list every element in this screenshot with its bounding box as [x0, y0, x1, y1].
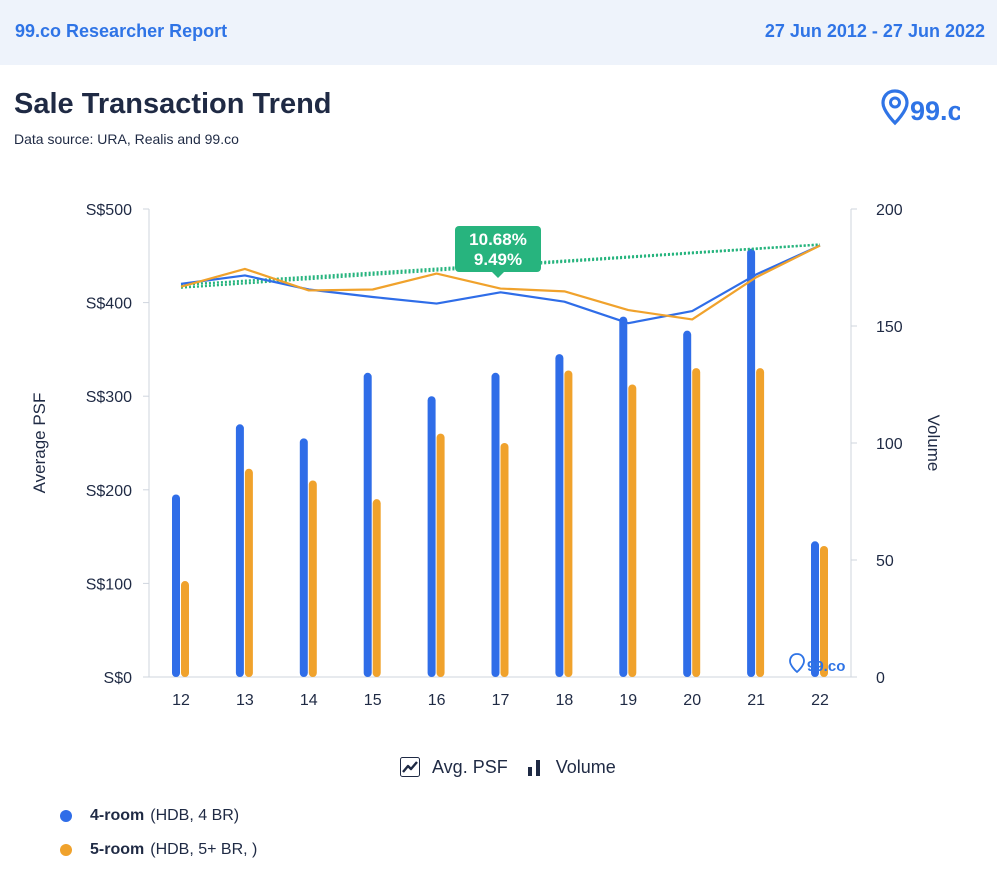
left-tick-label: S$0 [104, 670, 133, 687]
right-tick-label: 50 [876, 553, 894, 570]
volume-bar-4-room[interactable] [555, 354, 564, 677]
report-header-bar: 99.co Researcher Report 27 Jun 2012 - 27… [0, 0, 997, 65]
x-tick-label: 19 [619, 692, 637, 709]
volume-bar-5-room[interactable] [244, 468, 253, 677]
volume-bar-4-room[interactable] [619, 316, 628, 677]
volume-bar-4-room[interactable] [172, 494, 180, 677]
series-dot-4room [60, 810, 72, 822]
volume-bar-4-room[interactable] [363, 372, 372, 677]
growth-annotation-badge: 10.68%9.49% [455, 226, 541, 278]
bar-chart-icon [527, 760, 540, 776]
left-tick-label: S$400 [86, 296, 132, 313]
volume-bar-5-room[interactable] [628, 384, 637, 678]
volume-bar-5-room[interactable] [436, 433, 445, 677]
series-detail-4room: (HDB, 4 BR) [150, 807, 240, 824]
x-tick-label: 15 [364, 692, 382, 709]
x-tick-label: 22 [811, 692, 829, 709]
volume-bar-4-room[interactable] [299, 438, 308, 677]
right-tick-label: 200 [876, 202, 903, 219]
volume-bar-4-room[interactable] [683, 330, 692, 677]
x-tick-label: 16 [428, 692, 446, 709]
legend-volume[interactable]: Volume [526, 757, 616, 778]
annotation-value: 10.68% [469, 230, 527, 249]
x-tick-label: 17 [492, 692, 510, 709]
left-tick-label: S$500 [86, 202, 132, 219]
x-tick-label: 14 [300, 692, 318, 709]
series-legend-4room[interactable]: 4-room (HDB, 4 BR) [60, 807, 239, 825]
x-tick-label: 18 [556, 692, 574, 709]
volume-bar-5-room[interactable] [372, 499, 381, 677]
line-chart-icon [400, 757, 420, 777]
right-tick-label: 100 [876, 436, 903, 453]
right-axis-title: Volume [924, 415, 943, 472]
left-axis-title: Average PSF [30, 393, 49, 494]
x-tick-label: 13 [236, 692, 254, 709]
x-tick-label: 21 [747, 692, 765, 709]
watermark-text: 99.co [807, 658, 845, 675]
volume-bar-5-room[interactable] [756, 368, 765, 677]
watermark-pin-icon [789, 653, 805, 674]
volume-bar-4-room[interactable] [811, 541, 819, 677]
volume-bar-5-room[interactable] [500, 443, 509, 677]
left-tick-label: S$300 [86, 389, 132, 406]
series-legend-5room[interactable]: 5-room (HDB, 5+ BR, ) [60, 841, 257, 859]
legend-avg-psf-label: Avg. PSF [432, 756, 508, 777]
sale-transaction-chart: S$0 S$100 S$200 S$300 S$400 S$500 0 50 100 150 200… [30, 202, 943, 709]
chart-watermark: 99.co [789, 653, 845, 675]
volume-bar-5-room[interactable] [820, 545, 828, 677]
series-detail-5room: (HDB, 5+ BR, ) [150, 841, 258, 858]
volume-bar-5-room[interactable] [181, 581, 189, 677]
right-tick-label: 0 [876, 670, 885, 687]
brand-logo-text: 99.co [910, 96, 960, 126]
report-label: 99.co Researcher Report [15, 21, 228, 41]
page-title: Sale Transaction Trend [14, 88, 332, 120]
series-name-5room: 5-room [90, 841, 145, 858]
series-dot-5room [60, 844, 72, 856]
volume-bar-4-room[interactable] [747, 248, 756, 677]
data-source: Data source: URA, Realis and 99.co [14, 131, 239, 147]
brand-logo: 99.co [881, 89, 960, 126]
chart-type-legend: Avg. PSF Volume [400, 755, 634, 779]
volume-bar-5-room[interactable] [692, 368, 701, 677]
psf-line-4-room[interactable] [180, 244, 821, 325]
date-range: 27 Jun 2012 - 27 Jun 2022 [764, 21, 985, 41]
series-name-4room: 4-room [90, 807, 145, 824]
x-tick-label: 20 [683, 692, 701, 709]
legend-volume-label: Volume [555, 756, 616, 777]
psf-line-5-room[interactable] [180, 244, 821, 321]
volume-bar-4-room[interactable] [427, 396, 436, 677]
right-tick-label: 150 [876, 319, 903, 336]
annotation-pointer [492, 272, 504, 278]
x-tick-label: 12 [172, 692, 190, 709]
location-pin-icon [881, 89, 909, 126]
annotation-background [455, 226, 541, 272]
left-tick-label: S$100 [86, 576, 132, 593]
volume-bar-4-room[interactable] [491, 372, 500, 677]
left-tick-label: S$200 [86, 483, 132, 500]
volume-bar-5-room[interactable] [564, 370, 573, 677]
volume-bar-4-room[interactable] [235, 424, 244, 677]
annotation-value: 9.49% [474, 250, 522, 269]
volume-bar-5-room[interactable] [308, 480, 317, 677]
legend-avg-psf[interactable]: Avg. PSF [400, 757, 508, 778]
